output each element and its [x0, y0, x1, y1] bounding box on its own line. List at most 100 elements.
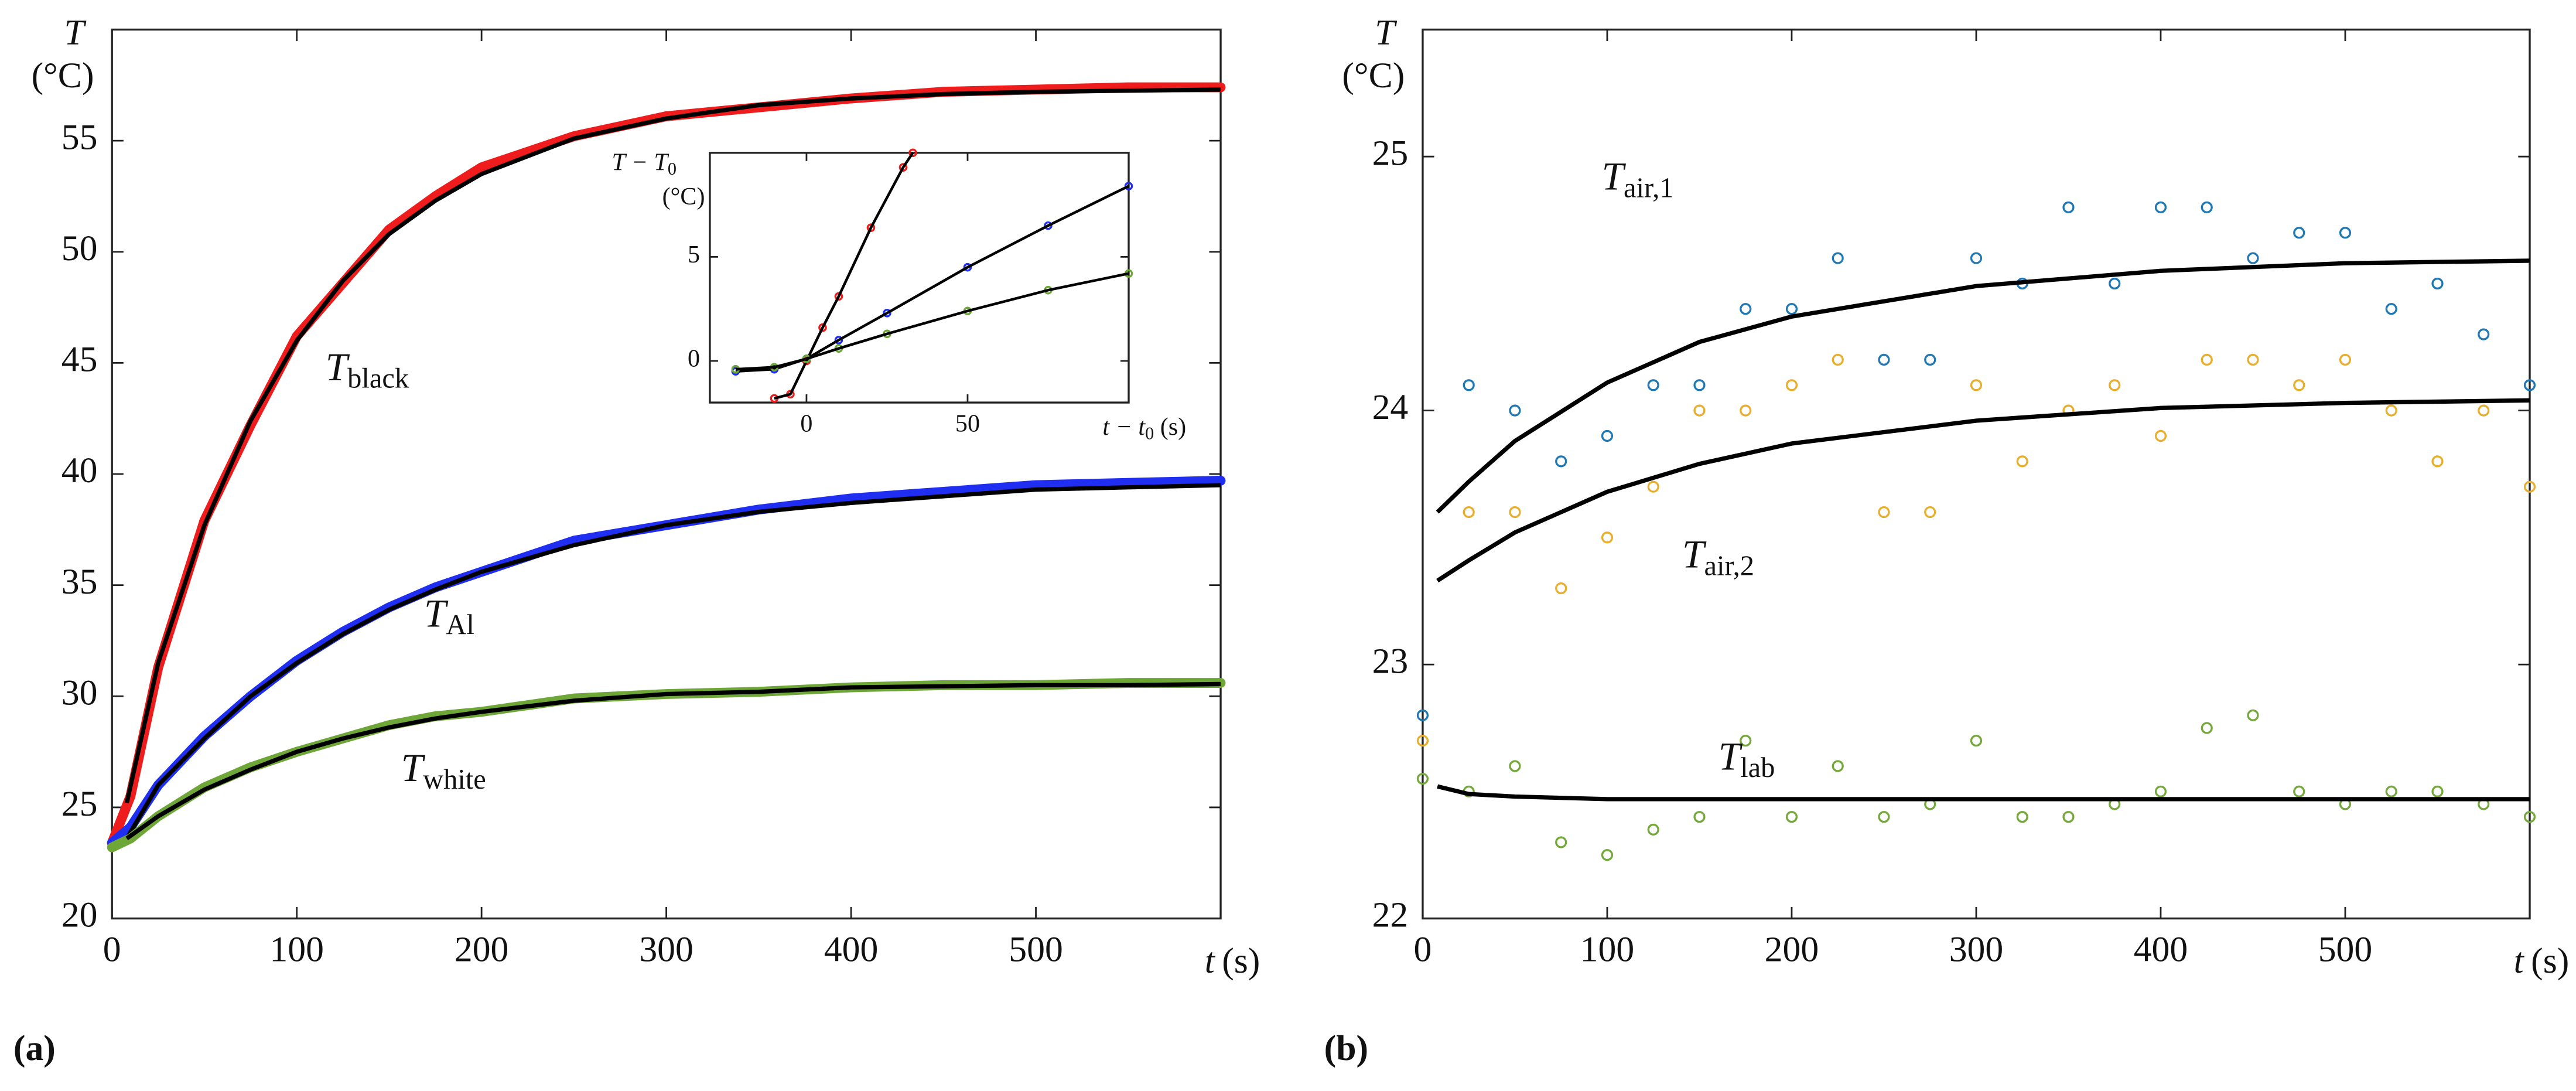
- data-point: [2385, 303, 2397, 315]
- data-point: [1832, 353, 1844, 366]
- data-point: [2016, 455, 2028, 468]
- data-point: [1878, 506, 1890, 519]
- data-point: [2016, 811, 2028, 823]
- series-label-main: T: [1682, 533, 1707, 577]
- plot-frame: [709, 152, 1130, 404]
- data-point: [2247, 709, 2259, 721]
- data-point: [2431, 277, 2444, 290]
- data-point: [1785, 303, 1798, 315]
- series-label-main: T: [401, 746, 426, 790]
- data-point: [1555, 836, 1567, 848]
- data-point: [1601, 429, 1614, 442]
- y-axis-label: T: [1375, 13, 1397, 53]
- data-point: [1693, 404, 1706, 417]
- data-point: [1832, 252, 1844, 264]
- data-point: [1693, 811, 1706, 823]
- data-point: [2247, 353, 2259, 366]
- data-point: [1740, 303, 1752, 315]
- data-point: [1970, 735, 1983, 747]
- y-tick-label: 25: [1372, 133, 1409, 173]
- data-point: [1740, 404, 1752, 417]
- data-point: [2293, 379, 2305, 391]
- y-tick-label: 40: [62, 451, 98, 490]
- data-point: [1785, 811, 1798, 823]
- y-axis-symbol: T − T: [611, 149, 669, 176]
- data-point: [2201, 201, 2213, 213]
- x-tick-label: 500: [2318, 929, 2373, 969]
- fit-line: [124, 87, 1221, 804]
- data-point: [2385, 404, 2397, 417]
- data-point: [2293, 785, 2305, 797]
- data-point: [1509, 506, 1521, 519]
- data-point: [1924, 353, 1936, 366]
- data-point: [2201, 722, 2213, 734]
- data-point: [1924, 506, 1936, 519]
- data-point: [1970, 379, 1983, 391]
- series-label: Tlab: [1719, 735, 1775, 784]
- series-label: Twhite: [401, 746, 486, 795]
- series-label-main: T: [1602, 155, 1627, 199]
- y-tick-label: 22: [1372, 895, 1409, 935]
- data-point: [1693, 379, 1706, 391]
- x-axis-symbol: t − t: [1102, 414, 1146, 441]
- fit-line: [1436, 258, 2530, 514]
- data-point: [1647, 379, 1659, 391]
- data-point: [2247, 252, 2259, 264]
- series-label-sub: black: [347, 363, 409, 394]
- series-label: Tair,2: [1682, 533, 1754, 582]
- data-point: [1601, 849, 1614, 861]
- data-point: [866, 223, 876, 232]
- y-axis-label: T − T0: [611, 149, 677, 179]
- x-tick-label: 100: [269, 929, 324, 969]
- y-tick-label: 45: [62, 340, 98, 380]
- x-axis-label: t (s): [1205, 941, 1260, 981]
- x-tick-label: 300: [1949, 929, 2004, 969]
- data-point: [1601, 531, 1614, 544]
- x-tick-label: 400: [824, 929, 879, 969]
- fit-line: [125, 483, 1221, 840]
- data-point: [2523, 480, 2536, 493]
- data-point: [1878, 811, 1890, 823]
- data-point: [1647, 480, 1659, 493]
- x-axis-space: [1215, 941, 1222, 981]
- y-tick-label: 30: [62, 673, 98, 712]
- data-point: [908, 148, 917, 158]
- data-point: [1044, 221, 1053, 230]
- series-label-main: T: [326, 345, 350, 389]
- x-axis-label: t − t0 (s): [1102, 414, 1186, 444]
- data-point: [1416, 773, 1429, 785]
- y-axis-unit: (°C): [1342, 56, 1405, 96]
- x-axis-unit: (s): [2531, 941, 2569, 981]
- data-point: [1647, 823, 1659, 836]
- series-label-sub: lab: [1740, 752, 1775, 783]
- data-point: [2385, 785, 2397, 797]
- y-tick-label: 35: [62, 562, 98, 602]
- x-tick-label: 400: [2134, 929, 2188, 969]
- data-point: [2431, 785, 2444, 797]
- data-point: [818, 323, 827, 332]
- data-point: [2154, 785, 2167, 797]
- data-point: [1555, 455, 1567, 468]
- data-point: [2062, 201, 2075, 213]
- data-point: [1416, 709, 1429, 721]
- series-label-sub: air,2: [1704, 550, 1754, 581]
- data-point: [2154, 201, 2167, 213]
- fit-line: [1436, 398, 2530, 583]
- y-axis-label: T: [64, 13, 87, 53]
- fit-line: [735, 185, 1129, 373]
- y-tick-label: 0: [688, 346, 700, 373]
- fit-line: [735, 272, 1129, 371]
- panel-label: (b): [1324, 1028, 1368, 1068]
- x-axis-symbol: t: [1205, 941, 1216, 981]
- data-point: [2109, 277, 2121, 290]
- x-axis-space: [2524, 941, 2531, 981]
- data-point: [2201, 353, 2213, 366]
- data-point: [2478, 404, 2490, 417]
- x-tick-label: 100: [1580, 929, 1635, 969]
- x-tick-label: 50: [955, 411, 980, 438]
- y-tick-label: 5: [688, 241, 700, 268]
- y-tick-label: 24: [1372, 387, 1409, 427]
